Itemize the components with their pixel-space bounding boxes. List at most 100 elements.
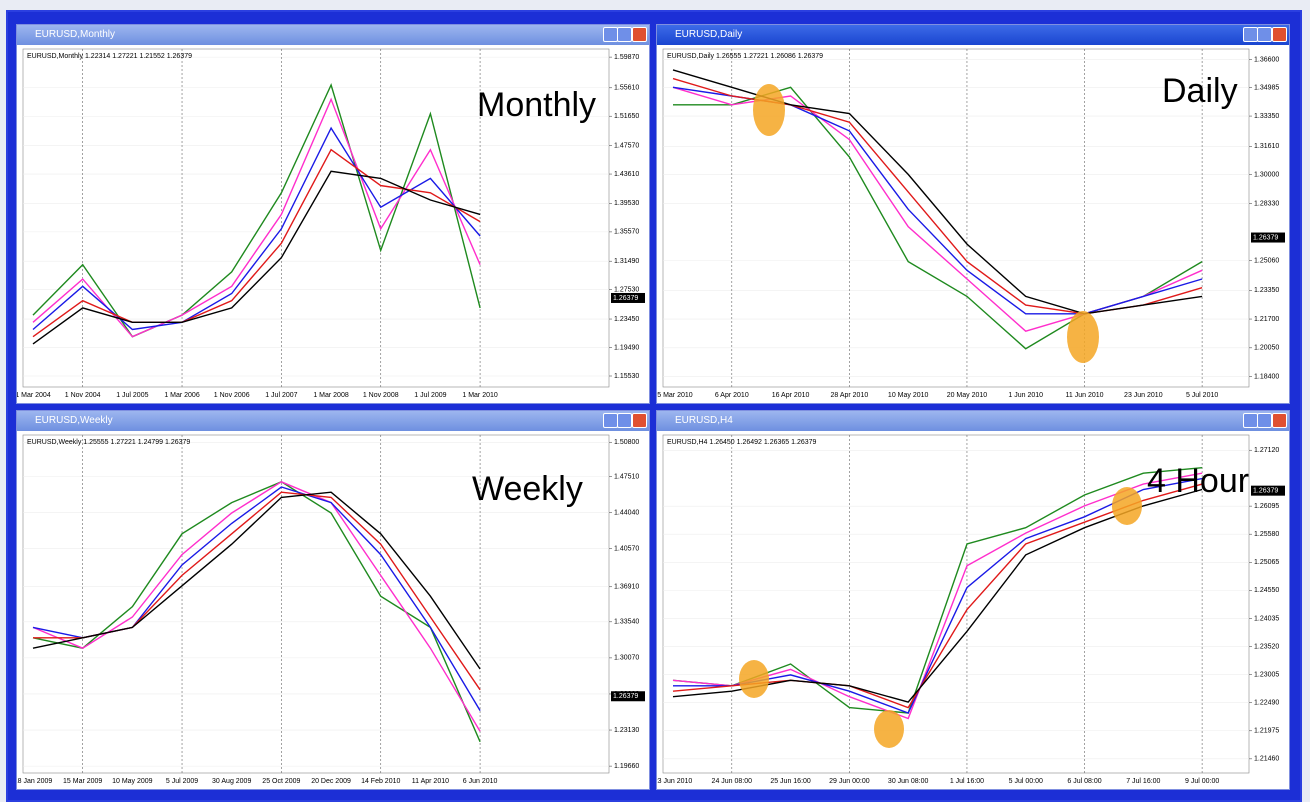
min-button[interactable] [1243,413,1258,428]
info-line: EURUSD,Monthly 1.22314 1.27221 1.21552 1… [27,53,192,60]
y-tick-label: 1.22490 [1254,700,1279,707]
chart-area: 1.196601.231301.266001.300701.335401.369… [17,434,645,785]
max-button[interactable] [617,413,632,428]
close-button[interactable] [632,413,647,428]
y-tick-label: 1.47510 [614,473,639,480]
y-tick-label: 1.33540 [614,619,639,626]
last-price-label: 1.26379 [613,693,638,700]
moving-average-line [32,126,481,331]
min-button[interactable] [603,413,618,428]
moving-average-line [32,491,481,670]
last-price-box [611,691,645,702]
min-button[interactable] [603,27,618,42]
window-title: EURUSD,Daily [675,29,743,40]
x-tick-label: 9 Jul 00:00 [1185,778,1219,785]
title-bar: EURUSD,Daily [657,25,1289,45]
max-button[interactable] [1257,413,1272,428]
moving-average-line [32,170,481,345]
y-tick-label: 1.28330 [1254,200,1279,207]
highlight-marker [1067,311,1099,363]
y-tick-label: 1.18400 [1254,373,1279,380]
x-tick-label: 28 Apr 2010 [830,392,868,399]
plot-frame [22,434,610,774]
chart-window: EURUSD,Daily 1.18400 1.20050 1.21700 1.23350… [656,24,1290,404]
plot-frame [22,48,610,388]
x-tick-label: 18 Jan 2009 [17,778,52,785]
timeframe-label: Weekly [472,470,583,508]
x-tick-label: 10 May 2010 [888,392,929,399]
y-tick-label: 1.19660 [614,763,639,770]
x-tick-label: 23 Jun 2010 [1124,392,1163,399]
y-tick-label: 1.21975 [1254,728,1279,735]
y-tick-label: 1.15530 [614,373,639,380]
y-tick-label: 1.21460 [1254,756,1279,763]
x-tick-label: 20 Dec 2009 [311,778,351,785]
x-tick-label: 16 Apr 2010 [772,392,810,399]
y-tick-label: 1.23350 [1254,287,1279,294]
highlight-marker [739,660,769,698]
y-tick-label: 1.51650 [614,113,639,120]
y-tick-label: 1.36910 [614,584,639,591]
y-tick-label: 1.40570 [614,546,639,553]
info-line: EURUSD,Weekly 1.25555 1.27221 1.24799 1.… [27,439,190,446]
x-tick-label: 6 Apr 2010 [715,392,749,399]
chart-area: 1.15530 1.19490 1.23450 1.27530 1.31490 1.355… [17,48,645,399]
last-price-box [611,292,645,303]
y-tick-label: 1.27120 [1254,447,1279,454]
x-tick-label: 1 Nov 2008 [363,392,399,399]
timeframe-label: Monthly [477,86,596,124]
x-tick-label: 1 Jul 2007 [265,392,297,399]
last-price-box [1251,232,1285,243]
moving-average-line [32,83,481,338]
y-tick-label: 1.24550 [1254,587,1279,594]
y-tick-label: 1.33350 [1254,113,1279,120]
y-tick-label: 1.31490 [614,258,639,265]
y-tick-label: 1.23450 [614,316,639,323]
y-tick-label: 1.35570 [614,229,639,236]
terminal: EURUSD,Monthly 1.15530 1.19490 1.23450 1.275… [6,10,1302,802]
y-tick-label: 1.36600 [1254,56,1279,63]
y-tick-label: 1.59870 [614,54,639,61]
x-tick-label: 1 Mar 2004 [17,392,51,399]
info-line: EURUSD,H4 1.26450 1.26492 1.26365 1.2637… [667,439,817,446]
x-tick-label: 5 Jul 2010 [1186,392,1218,399]
y-tick-label: 1.43610 [614,171,639,178]
chart-window: EURUSD,Monthly 1.15530 1.19490 1.23450 1.275… [16,24,650,404]
title-bar: EURUSD,Weekly [17,411,649,431]
y-tick-label: 1.50800 [614,439,639,446]
x-tick-label: 30 Jun 08:00 [888,778,929,785]
y-tick-label: 1.34985 [1254,84,1279,91]
x-tick-label: 1 Jul 16:00 [950,778,984,785]
x-tick-label: 24 Jun 08:00 [712,778,753,785]
y-tick-label: 1.19490 [614,344,639,351]
title-bar: EURUSD,H4 [657,411,1289,431]
min-button[interactable] [1243,27,1258,42]
close-button[interactable] [632,27,647,42]
y-tick-label: 1.55610 [614,85,639,92]
x-tick-label: 23 Jun 2010 [657,778,692,785]
title-bar: EURUSD,Monthly [17,25,649,45]
close-button[interactable] [1272,413,1287,428]
y-tick-label: 1.23520 [1254,643,1279,650]
max-button[interactable] [1257,27,1272,42]
x-tick-label: 1 Nov 2006 [214,392,250,399]
x-tick-label: 7 Jul 16:00 [1126,778,1160,785]
x-tick-label: 1 Mar 2010 [462,392,498,399]
y-tick-label: 1.27530 [614,287,639,294]
x-tick-label: 1 Nov 2004 [65,392,101,399]
y-tick-label: 1.44040 [614,509,639,516]
last-price-label: 1.26379 [1253,488,1278,495]
y-tick-label: 1.26095 [1254,503,1279,510]
chart-area: 1.21460 1.21975 1.22490 1.23005 1.23520 1.240… [657,434,1285,785]
y-tick-label: 1.21700 [1254,316,1279,323]
x-tick-label: 5 Jul 00:00 [1009,778,1043,785]
max-button[interactable] [617,27,632,42]
x-tick-label: 1 Mar 2008 [313,392,349,399]
x-tick-label: 1 Jul 2009 [414,392,446,399]
x-tick-label: 25 Jun 16:00 [770,778,811,785]
close-button[interactable] [1272,27,1287,42]
plot-frame [662,434,1250,774]
x-tick-label: 11 Jun 2010 [1066,392,1104,399]
y-tick-label: 1.23005 [1254,671,1279,678]
y-tick-label: 1.20050 [1254,345,1279,352]
